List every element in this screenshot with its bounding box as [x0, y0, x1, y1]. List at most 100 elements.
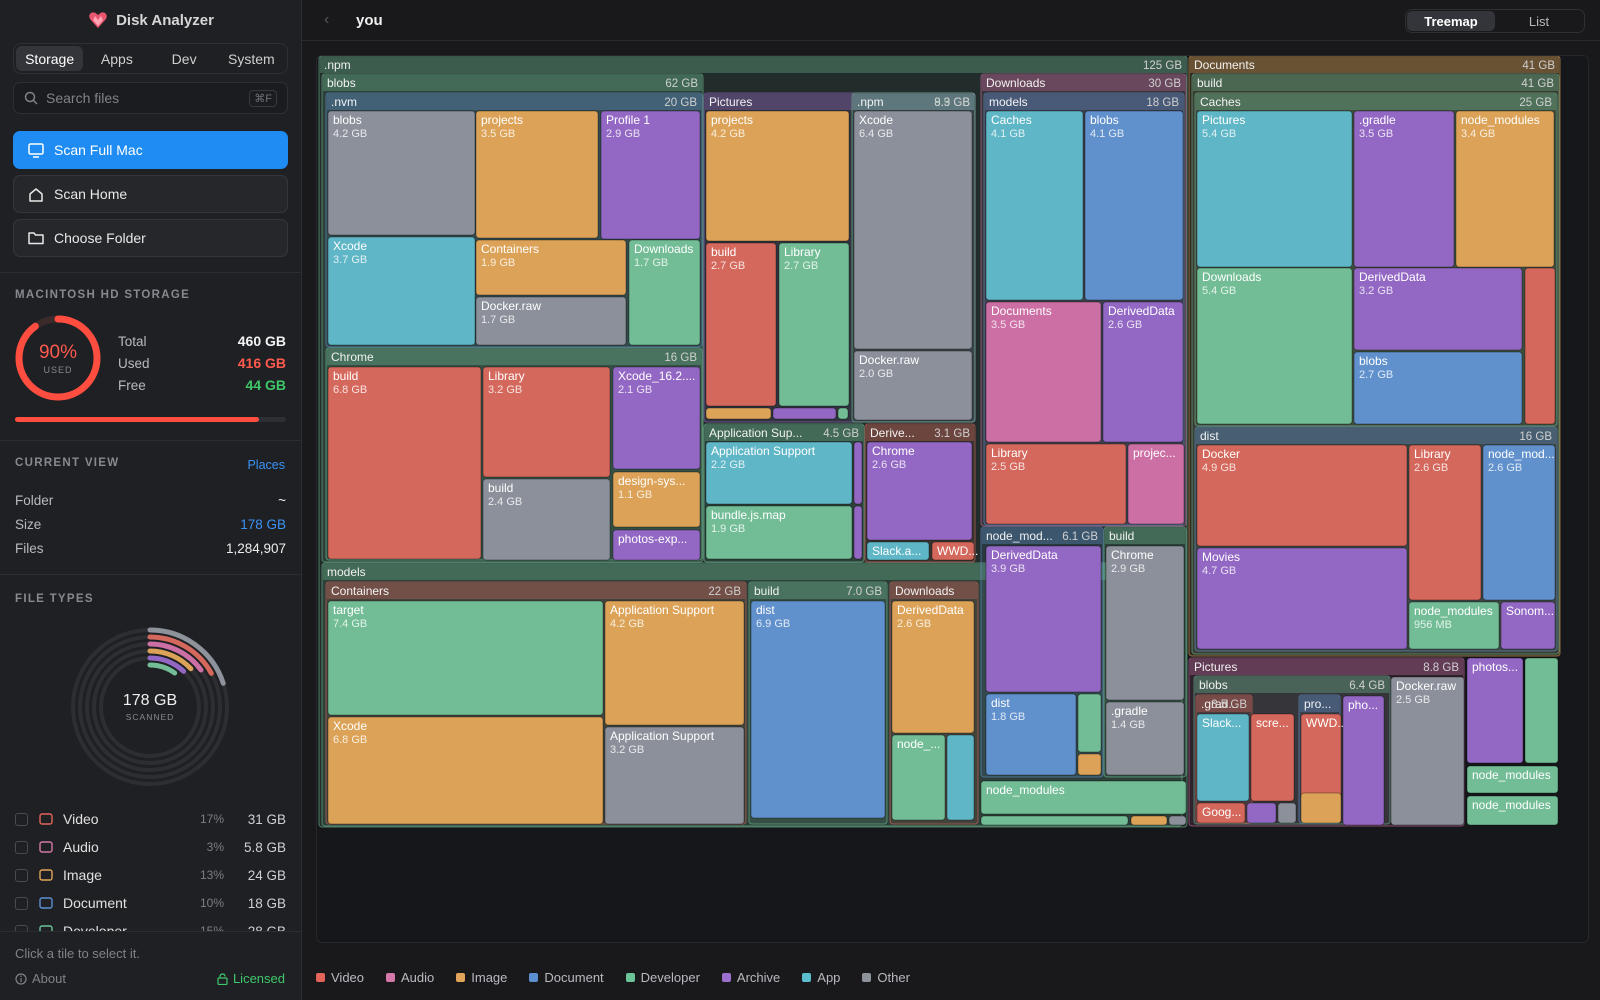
tab-apps[interactable]: Apps — [100, 50, 133, 67]
treemap-tile[interactable] — [1408, 601, 1500, 650]
treemap-tile[interactable] — [705, 407, 772, 420]
treemap-tile[interactable] — [750, 600, 886, 819]
treemap-tile[interactable] — [612, 471, 701, 528]
treemap-tile[interactable] — [327, 366, 482, 560]
tab-storage[interactable]: Storage — [16, 46, 84, 71]
treemap-tile[interactable] — [1524, 267, 1556, 425]
scan-home-button[interactable]: Scan Home — [13, 175, 288, 213]
treemap-tile[interactable] — [600, 110, 701, 240]
list-view-button[interactable]: List — [1528, 13, 1550, 29]
treemap-tile[interactable] — [327, 236, 476, 346]
treemap-tile[interactable] — [1466, 657, 1524, 764]
treemap-tile[interactable] — [482, 478, 611, 561]
treemap-tile[interactable] — [482, 366, 611, 478]
treemap-tile[interactable] — [985, 545, 1102, 693]
treemap-tile[interactable] — [985, 110, 1084, 301]
treemap-tile[interactable] — [327, 600, 604, 716]
treemap-tile[interactable] — [475, 296, 627, 346]
treemap-tile[interactable] — [837, 407, 849, 420]
treemap-tile[interactable] — [946, 734, 975, 821]
treemap-tile[interactable] — [1250, 713, 1295, 802]
treemap-tile[interactable] — [980, 780, 1187, 815]
file-type-row-image[interactable]: Image 13% 24 GB — [15, 861, 286, 889]
treemap-tile[interactable] — [891, 600, 975, 734]
treemap-tile[interactable] — [604, 600, 745, 726]
file-type-checkbox[interactable] — [15, 896, 28, 910]
file-type-checkbox[interactable] — [15, 840, 28, 854]
treemap-tile[interactable] — [705, 110, 850, 242]
about-link[interactable]: About — [15, 971, 66, 986]
treemap-tile[interactable] — [853, 505, 863, 560]
treemap-tile[interactable] — [1246, 802, 1277, 824]
treemap-tile[interactable] — [985, 693, 1077, 776]
treemap-tile[interactable] — [1353, 110, 1455, 268]
places-link[interactable]: Places — [247, 458, 285, 472]
file-type-checkbox[interactable] — [15, 924, 28, 931]
treemap-tile[interactable] — [1196, 267, 1353, 425]
treemap-tile[interactable] — [327, 716, 604, 825]
treemap-tile[interactable] — [1500, 601, 1556, 650]
choose-folder-button[interactable]: Choose Folder — [13, 219, 288, 257]
treemap-tile[interactable] — [891, 734, 946, 821]
treemap-tile[interactable] — [604, 726, 745, 825]
treemap-tile[interactable] — [985, 443, 1127, 525]
treemap-tile[interactable] — [1168, 815, 1187, 826]
treemap-tile[interactable] — [705, 441, 853, 505]
treemap-tile[interactable] — [1277, 802, 1297, 824]
file-type-checkbox[interactable] — [15, 868, 28, 882]
treemap-tile[interactable] — [1300, 792, 1342, 824]
treemap-tile[interactable] — [1102, 301, 1184, 443]
scan-full-mac-button[interactable]: Scan Full Mac — [13, 131, 288, 169]
treemap-tile[interactable] — [1466, 765, 1559, 794]
treemap-tile[interactable] — [705, 242, 777, 407]
treemap-tile[interactable] — [1105, 701, 1185, 776]
treemap-tile[interactable] — [612, 529, 701, 561]
treemap-view-button[interactable]: Treemap — [1407, 11, 1495, 31]
treemap-tile[interactable] — [1196, 444, 1408, 547]
treemap-tile[interactable] — [1353, 267, 1523, 351]
treemap-tile[interactable] — [475, 110, 599, 239]
treemap-tile[interactable] — [853, 350, 973, 421]
treemap-tile[interactable] — [980, 815, 1129, 826]
treemap-tile[interactable] — [1105, 545, 1185, 701]
treemap-tile[interactable] — [705, 505, 853, 560]
treemap-tile[interactable] — [931, 541, 975, 561]
treemap-tile[interactable] — [866, 541, 930, 561]
file-type-row-document[interactable]: Document 10% 18 GB — [15, 889, 286, 917]
treemap-tile[interactable] — [1196, 713, 1250, 802]
treemap-tile[interactable] — [1196, 547, 1408, 650]
treemap-tile[interactable] — [628, 239, 701, 346]
tab-dev[interactable]: Dev — [171, 50, 197, 67]
treemap-tile[interactable] — [1077, 693, 1102, 753]
treemap-tile[interactable] — [1342, 695, 1385, 826]
back-chevron-icon[interactable]: ‹ — [324, 11, 330, 28]
treemap-tile[interactable] — [1466, 795, 1559, 826]
treemap-tile[interactable] — [1390, 676, 1465, 826]
treemap-tile[interactable] — [1196, 110, 1353, 268]
treemap-tile[interactable] — [1524, 657, 1559, 764]
treemap-tile[interactable] — [866, 441, 973, 541]
treemap-tile[interactable] — [853, 110, 973, 350]
file-type-checkbox[interactable] — [15, 812, 28, 826]
treemap-tile[interactable] — [772, 407, 837, 420]
treemap-tile[interactable] — [1482, 444, 1556, 601]
treemap-tile[interactable] — [475, 239, 627, 296]
treemap-tile[interactable] — [1353, 351, 1523, 425]
treemap-tile[interactable] — [612, 366, 701, 470]
treemap-tile[interactable] — [1077, 753, 1102, 776]
treemap-tile[interactable] — [853, 441, 863, 505]
treemap-tile[interactable] — [1455, 110, 1555, 268]
tab-system[interactable]: System — [228, 50, 275, 67]
file-type-row-developer[interactable]: Developer 15% 28 GB — [15, 917, 286, 931]
treemap-tile[interactable] — [1408, 444, 1482, 601]
treemap-tile[interactable] — [985, 301, 1102, 443]
file-type-row-video[interactable]: Video 17% 31 GB — [15, 805, 286, 833]
treemap-tile[interactable] — [1130, 815, 1168, 826]
treemap-tile[interactable] — [1084, 110, 1184, 301]
search-input[interactable] — [46, 90, 242, 106]
treemap-tile[interactable] — [778, 242, 850, 407]
treemap-tile[interactable] — [1127, 443, 1185, 525]
treemap-tile[interactable] — [327, 110, 476, 236]
treemap-tile[interactable] — [1196, 802, 1246, 824]
file-type-row-audio[interactable]: Audio 3% 5.8 GB — [15, 833, 286, 861]
